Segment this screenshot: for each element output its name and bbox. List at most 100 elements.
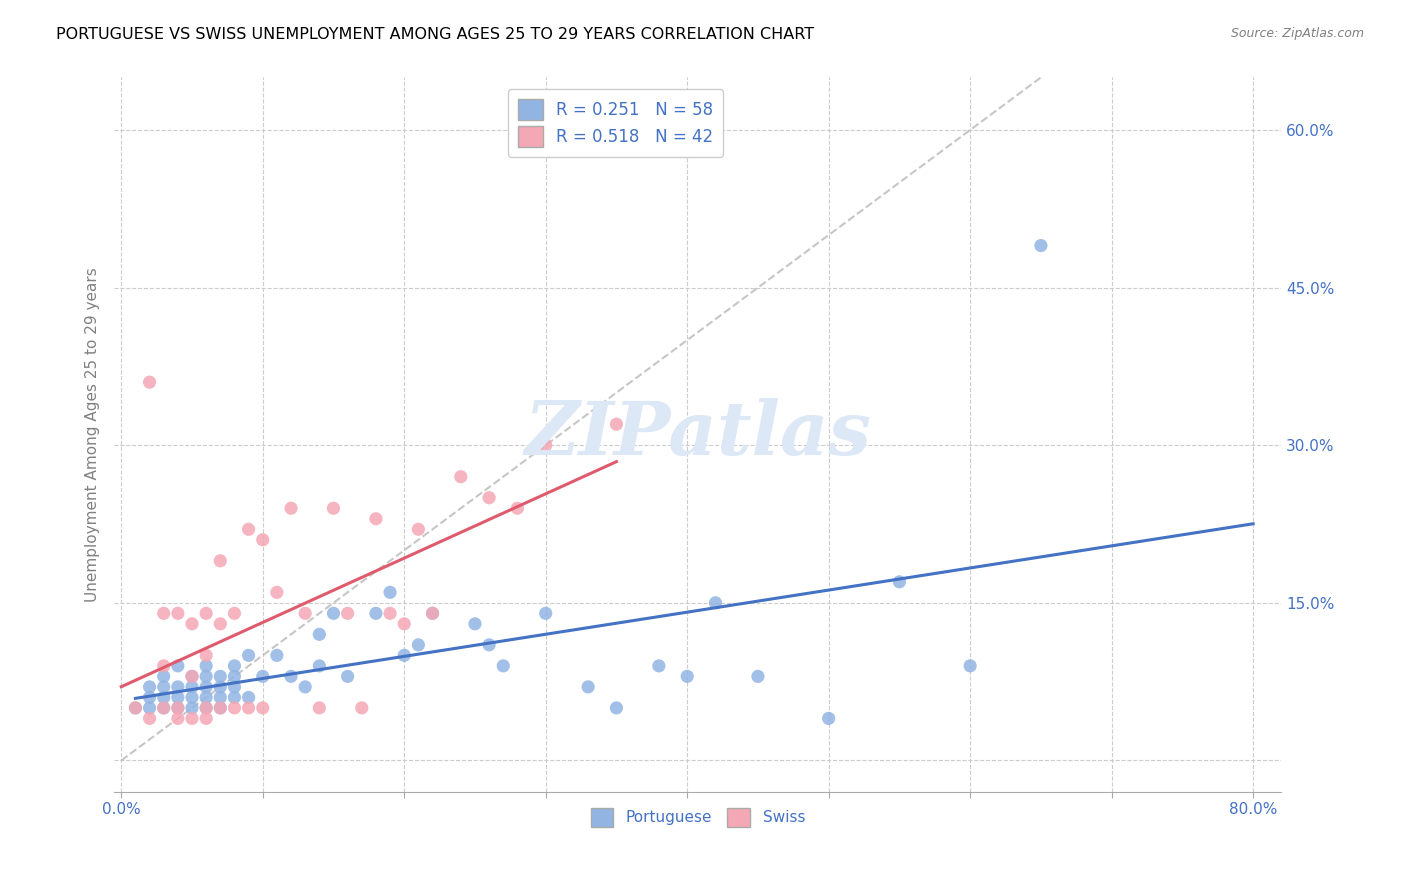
Point xyxy=(747,669,769,683)
Point xyxy=(280,501,302,516)
Point xyxy=(181,669,204,683)
Point xyxy=(224,680,246,694)
Point xyxy=(138,701,160,715)
Point xyxy=(676,669,699,683)
Point xyxy=(152,658,174,673)
Point xyxy=(392,648,415,663)
Point xyxy=(350,701,373,715)
Point xyxy=(238,701,260,715)
Point xyxy=(364,607,387,621)
Point xyxy=(322,607,344,621)
Point xyxy=(224,701,246,715)
Point xyxy=(209,680,232,694)
Point xyxy=(195,658,218,673)
Point xyxy=(322,501,344,516)
Point xyxy=(195,690,218,705)
Point xyxy=(166,711,188,725)
Point xyxy=(252,533,274,547)
Point xyxy=(195,680,218,694)
Point xyxy=(506,501,529,516)
Point xyxy=(166,680,188,694)
Point xyxy=(209,701,232,715)
Point xyxy=(224,690,246,705)
Text: Source: ZipAtlas.com: Source: ZipAtlas.com xyxy=(1230,27,1364,40)
Y-axis label: Unemployment Among Ages 25 to 29 years: Unemployment Among Ages 25 to 29 years xyxy=(86,268,100,602)
Point xyxy=(408,522,430,536)
Point xyxy=(224,658,246,673)
Point xyxy=(166,607,188,621)
Point xyxy=(294,680,316,694)
Point xyxy=(138,375,160,389)
Point xyxy=(252,669,274,683)
Point xyxy=(209,616,232,631)
Point xyxy=(181,669,204,683)
Point xyxy=(959,658,981,673)
Point xyxy=(266,585,288,599)
Point xyxy=(534,607,557,621)
Point xyxy=(478,638,501,652)
Point xyxy=(238,522,260,536)
Point xyxy=(648,658,671,673)
Point xyxy=(181,690,204,705)
Point xyxy=(224,669,246,683)
Point xyxy=(364,512,387,526)
Point xyxy=(605,701,627,715)
Point xyxy=(224,607,246,621)
Point xyxy=(280,669,302,683)
Point xyxy=(138,680,160,694)
Point xyxy=(889,574,911,589)
Text: PORTUGUESE VS SWISS UNEMPLOYMENT AMONG AGES 25 TO 29 YEARS CORRELATION CHART: PORTUGUESE VS SWISS UNEMPLOYMENT AMONG A… xyxy=(56,27,814,42)
Point xyxy=(209,669,232,683)
Point xyxy=(294,607,316,621)
Legend: Portuguese, Swiss: Portuguese, Swiss xyxy=(583,800,813,834)
Point xyxy=(252,701,274,715)
Point xyxy=(181,680,204,694)
Point xyxy=(605,417,627,432)
Point xyxy=(195,701,218,715)
Point xyxy=(422,607,444,621)
Point xyxy=(166,690,188,705)
Point xyxy=(464,616,486,631)
Point xyxy=(181,616,204,631)
Point xyxy=(209,554,232,568)
Point xyxy=(308,627,330,641)
Point xyxy=(378,607,401,621)
Point xyxy=(166,701,188,715)
Point xyxy=(195,648,218,663)
Point xyxy=(817,711,839,725)
Point xyxy=(392,616,415,631)
Point xyxy=(408,638,430,652)
Point xyxy=(209,690,232,705)
Point xyxy=(478,491,501,505)
Point xyxy=(336,607,359,621)
Point xyxy=(492,658,515,673)
Point xyxy=(534,438,557,452)
Point xyxy=(238,690,260,705)
Point xyxy=(209,701,232,715)
Point xyxy=(138,690,160,705)
Point xyxy=(195,701,218,715)
Point xyxy=(238,648,260,663)
Point xyxy=(152,701,174,715)
Point xyxy=(152,607,174,621)
Point xyxy=(266,648,288,663)
Point xyxy=(195,669,218,683)
Point xyxy=(704,596,727,610)
Point xyxy=(166,701,188,715)
Point xyxy=(181,701,204,715)
Point xyxy=(124,701,146,715)
Point xyxy=(152,690,174,705)
Point xyxy=(181,711,204,725)
Point xyxy=(336,669,359,683)
Point xyxy=(138,711,160,725)
Point xyxy=(576,680,599,694)
Point xyxy=(308,701,330,715)
Point xyxy=(166,658,188,673)
Text: ZIPatlas: ZIPatlas xyxy=(524,399,872,471)
Point xyxy=(152,680,174,694)
Point xyxy=(152,669,174,683)
Point xyxy=(422,607,444,621)
Point xyxy=(378,585,401,599)
Point xyxy=(195,607,218,621)
Point xyxy=(450,469,472,483)
